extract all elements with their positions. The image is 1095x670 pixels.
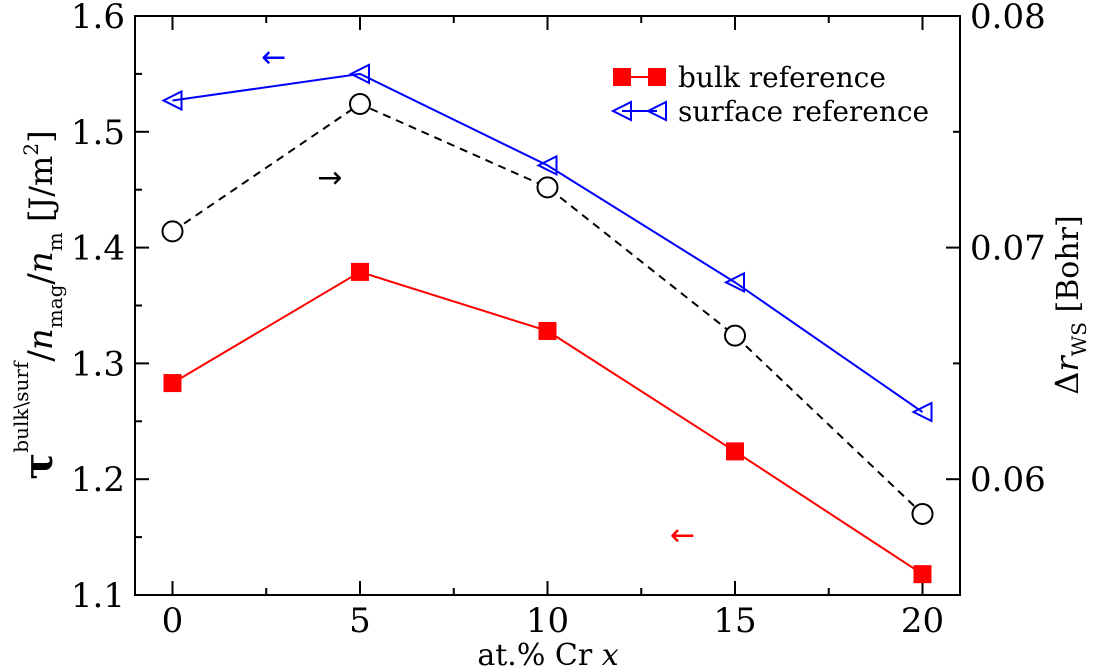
y-tick-label: 1.5 bbox=[71, 113, 125, 153]
series-line-2 bbox=[171, 102, 924, 515]
bulk-point bbox=[726, 442, 744, 461]
x-axis-title-text: at.% Cr bbox=[477, 638, 601, 670]
y2-axis-title-delta: Δ bbox=[1048, 372, 1086, 395]
bulk-point bbox=[163, 374, 182, 393]
y-axis-title-slash-2: / bbox=[21, 273, 61, 285]
x-tick-label: 10 bbox=[526, 601, 569, 641]
delta-r-point bbox=[536, 176, 559, 199]
arrow-annotation: ← bbox=[670, 518, 695, 553]
x-tick-label: 20 bbox=[901, 601, 944, 641]
y-tick-label: 1.6 bbox=[71, 0, 125, 37]
delta-r-point bbox=[161, 220, 184, 243]
x-tick-label: 5 bbox=[349, 601, 371, 641]
y-axis-title: τbulk\surf/nmag/nm [J/m2] bbox=[9, 130, 67, 479]
arrow-annotation: → bbox=[317, 160, 342, 195]
y2-tick-label: 0.08 bbox=[970, 0, 1046, 37]
y-axis-title-slash: / bbox=[21, 350, 61, 362]
y-axis-title-sub-m: m bbox=[43, 232, 67, 251]
y2-axis-title-sub: WS bbox=[1067, 322, 1091, 356]
bulk-point bbox=[913, 565, 932, 584]
bulk-point bbox=[538, 321, 557, 340]
y2-axis-title-r: r bbox=[1048, 355, 1086, 372]
y-axis-title-unit: [J/m bbox=[22, 156, 60, 233]
y-axis-title-n: n bbox=[21, 328, 61, 350]
surface-point bbox=[161, 89, 183, 112]
y-tick-label: 1.4 bbox=[71, 229, 125, 269]
y-tick-label: 1.3 bbox=[71, 344, 125, 384]
y-axis-title-sup: bulk\surf bbox=[9, 360, 33, 453]
y-axis-title-tau: τ bbox=[15, 453, 62, 480]
y-axis-title-n-2: n bbox=[21, 251, 61, 273]
series-line-0 bbox=[171, 270, 924, 575]
y2-tick-label: 0.06 bbox=[970, 460, 1046, 500]
y-axis-title-sub-mag: mag bbox=[43, 284, 67, 328]
arrow-annotations: ← → ← bbox=[261, 40, 695, 553]
legend-entry-surface: surface reference bbox=[610, 95, 929, 128]
surface-point bbox=[911, 401, 933, 423]
delta-r-point bbox=[911, 502, 934, 525]
surface-point bbox=[536, 154, 558, 177]
legend: bulk reference surface reference bbox=[610, 61, 929, 128]
delta-r-point bbox=[724, 324, 746, 347]
x-axis-title: at.% Cr x bbox=[477, 638, 618, 670]
y-axis-title-unit-sup: 2 bbox=[19, 143, 43, 156]
series-line-1 bbox=[172, 72, 924, 413]
x-tick-label: 0 bbox=[162, 601, 184, 641]
y-axis-title-unit-close: ] bbox=[22, 130, 60, 142]
y2-tick-label: 0.07 bbox=[970, 229, 1046, 269]
series-layer bbox=[161, 63, 934, 584]
surface-point bbox=[723, 271, 745, 293]
y2-axis-title: ΔrWS [Bohr] bbox=[1048, 215, 1091, 394]
legend-label-bulk: bulk reference bbox=[678, 61, 886, 94]
y-tick-label: 1.1 bbox=[71, 576, 125, 616]
y2-axis-title-unit: [Bohr] bbox=[1051, 215, 1086, 322]
delta-r-point bbox=[349, 93, 371, 116]
axis-ticks: 0 5 10 15 20 1.1 1.2 1.3 1.4 1.5 1.6 0.06 0.07 0.08 bbox=[71, 0, 1046, 641]
legend-label-surface: surface reference bbox=[678, 95, 929, 128]
x-tick-label: 15 bbox=[713, 601, 756, 641]
bulk-point bbox=[351, 262, 369, 281]
y-tick-label: 1.2 bbox=[71, 460, 125, 500]
x-axis-title-var: x bbox=[602, 638, 619, 670]
arrow-annotation: ← bbox=[261, 40, 286, 75]
legend-entry-bulk: bulk reference bbox=[613, 61, 886, 94]
surface-point bbox=[348, 63, 370, 85]
